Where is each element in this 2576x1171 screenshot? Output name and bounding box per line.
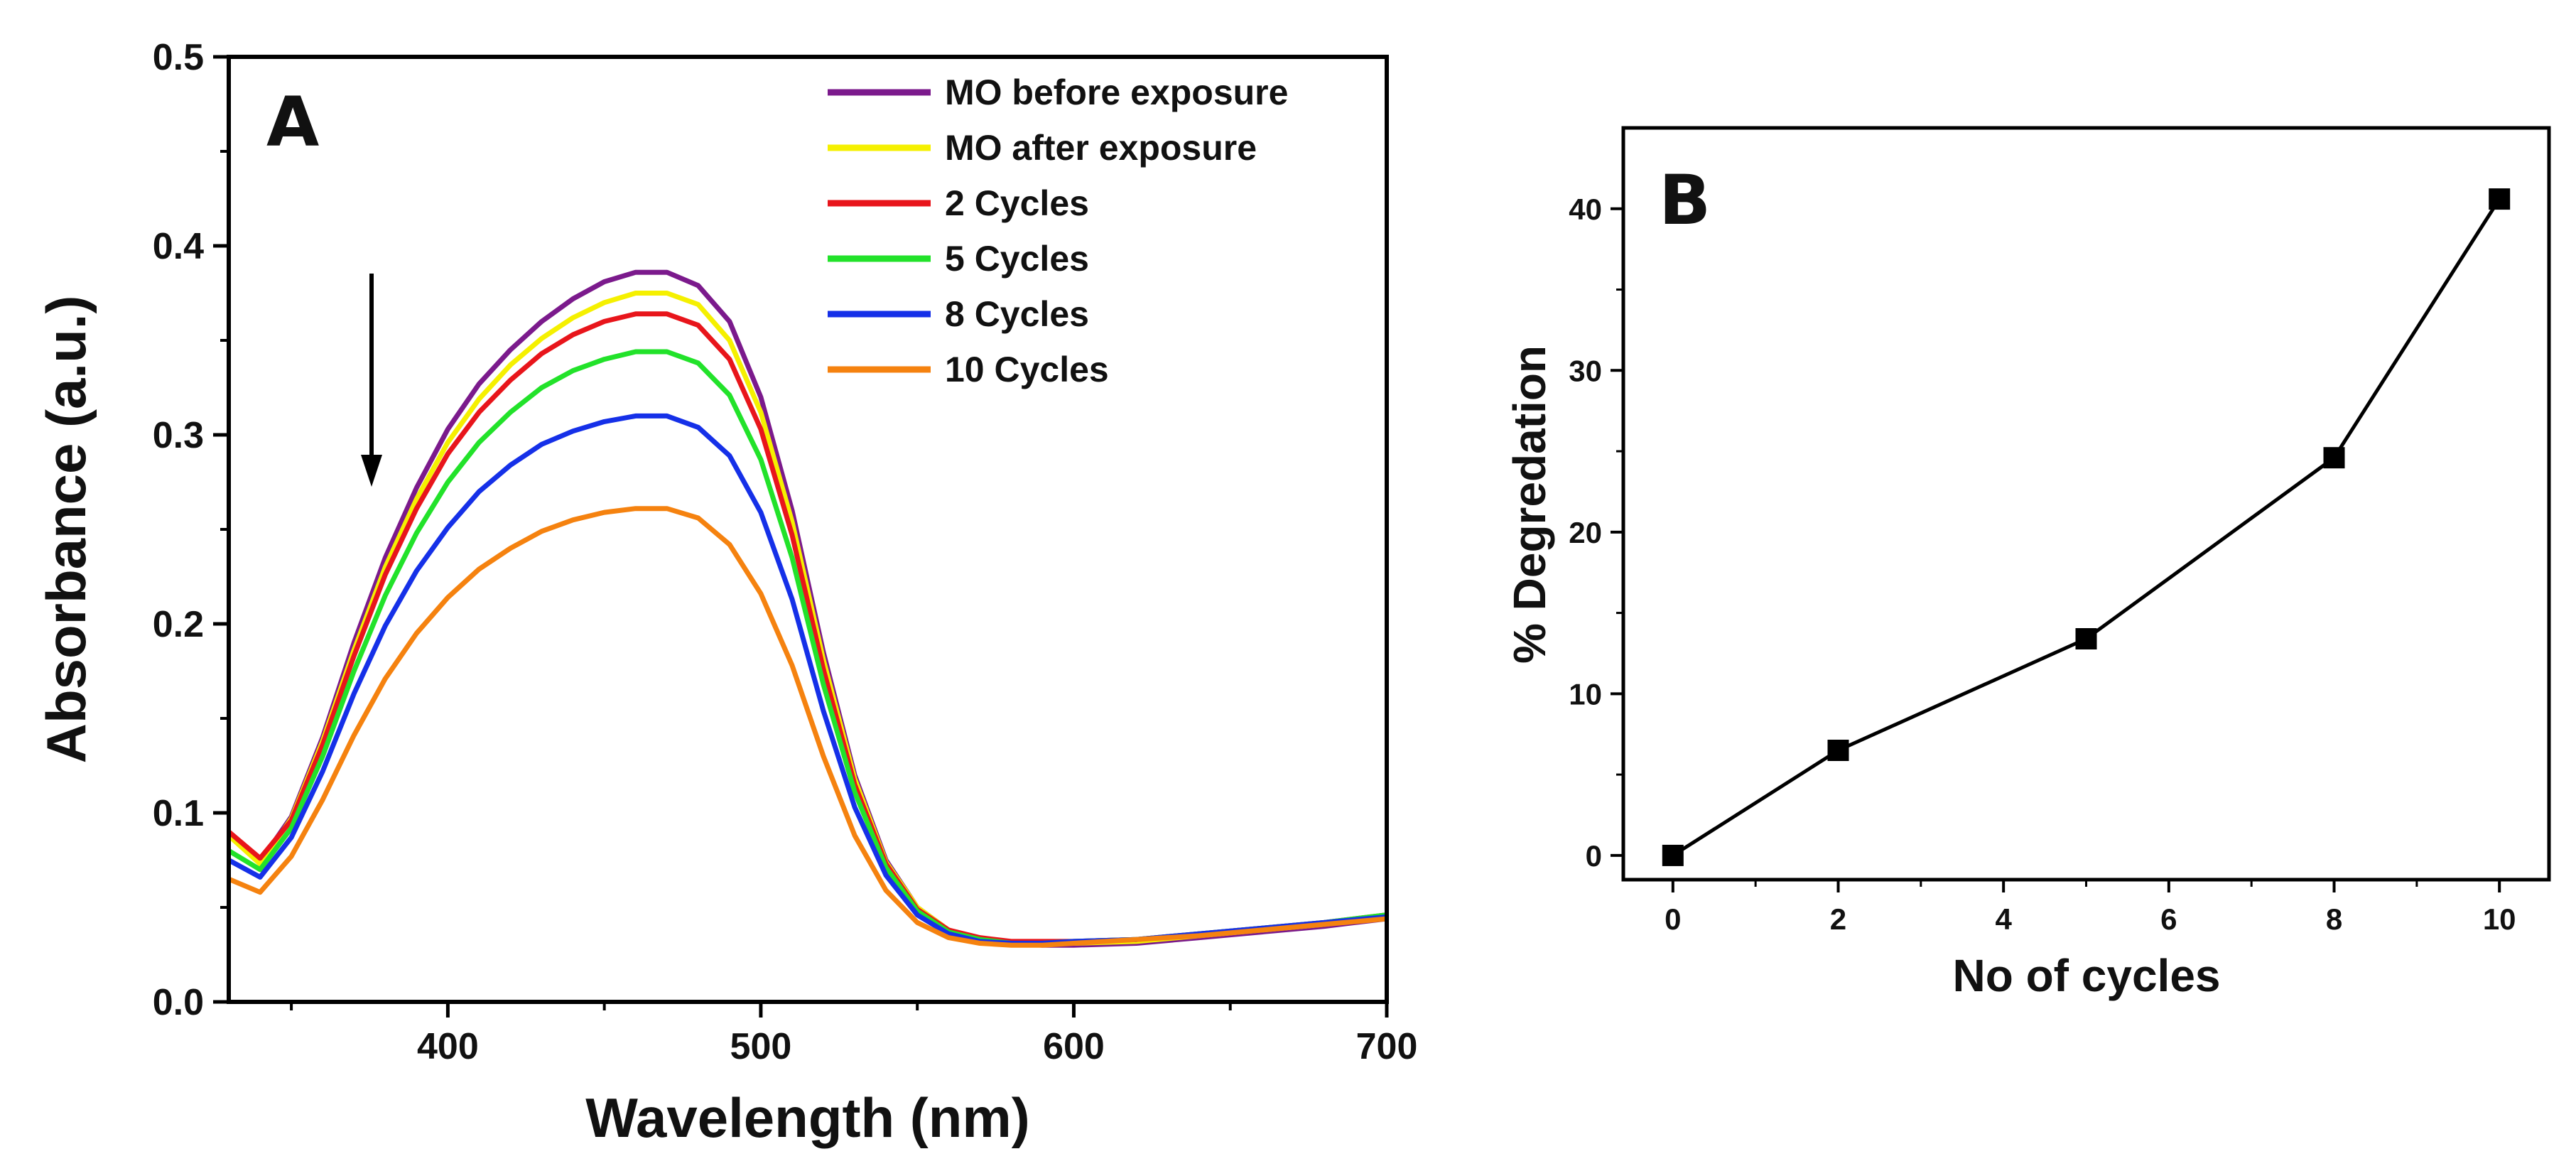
data-point (1662, 844, 1684, 866)
x-tick-label: 8 (2326, 902, 2342, 936)
panel-b-y-axis-title: % Degredation (1504, 345, 1555, 664)
arrow-down-icon (361, 455, 382, 487)
y-tick-label: 10 (1569, 677, 1602, 711)
y-tick-label: 0.4 (153, 226, 204, 267)
panel-b-series-line (1672, 198, 2501, 858)
panel-b-y-ticks: 0 10 20 30 40 (1569, 193, 1623, 873)
panel-a-label: A (266, 82, 319, 162)
data-point (1827, 740, 1849, 761)
panel-b-x-axis-title: No of cycles (1952, 950, 2220, 1001)
panel-b-label: B (1659, 161, 1711, 240)
panel-a-x-axis-title: Wavelength (nm) (585, 1086, 1029, 1149)
x-tick-label: 4 (1995, 902, 2012, 936)
data-point (2075, 628, 2097, 649)
panel-a-x-ticks: 400 500 600 700 (290, 1002, 1418, 1067)
y-tick-label: 0.1 (153, 793, 204, 834)
x-tick-label: 400 (417, 1026, 479, 1067)
series-line-4 (227, 413, 1387, 946)
y-tick-label: 0.5 (153, 37, 204, 78)
panel-a: A 400 500 600 700 0.0 0.1 0.2 0.3 0.4 0.5 MO bef… (35, 37, 1417, 1149)
x-tick-label: 600 (1043, 1026, 1105, 1067)
x-tick-label: 6 (2160, 902, 2177, 936)
panel-a-y-ticks: 0.0 0.1 0.2 0.3 0.4 0.5 (153, 37, 229, 1023)
x-tick-label: 0 (1665, 902, 1681, 936)
x-tick-label: 10 (2483, 902, 2516, 936)
y-tick-label: 0.3 (153, 415, 204, 456)
legend-label-0: MO before exposure (945, 72, 1288, 112)
x-tick-label: 500 (730, 1026, 792, 1067)
panel-b-frame (1621, 126, 2551, 882)
x-tick-label: 700 (1356, 1026, 1418, 1067)
y-tick-label: 0.0 (153, 982, 204, 1023)
panel-a-curves (227, 269, 1387, 948)
y-tick-label: 40 (1569, 193, 1602, 226)
series-line-5 (227, 506, 1387, 948)
y-tick-label: 0 (1586, 839, 1602, 873)
panel-a-arrow (361, 274, 382, 487)
panel-a-legend: MO before exposure MO after exposure 2 Cyc… (828, 72, 1288, 389)
panel-b-x-ticks: 0 2 4 6 8 10 (1665, 880, 2516, 936)
data-point (2323, 447, 2345, 469)
legend-label-3: 5 Cycles (945, 239, 1089, 279)
data-point (2489, 188, 2511, 210)
y-tick-label: 20 (1569, 516, 1602, 549)
legend-label-4: 8 Cycles (945, 294, 1089, 334)
y-tick-label: 0.2 (153, 604, 204, 645)
y-tick-label: 30 (1569, 354, 1602, 387)
legend-label-5: 10 Cycles (945, 350, 1109, 389)
legend-label-1: MO after exposure (945, 128, 1257, 168)
panel-b: B 0 2 4 6 8 10 0 10 20 30 40 No of cycles % Degre… (1504, 126, 2551, 1001)
panel-a-y-axis-title: Absorbance (a.u.) (35, 296, 97, 764)
legend-label-2: 2 Cycles (945, 183, 1089, 223)
panel-b-points (1662, 188, 2511, 866)
x-tick-label: 2 (1830, 902, 1846, 936)
